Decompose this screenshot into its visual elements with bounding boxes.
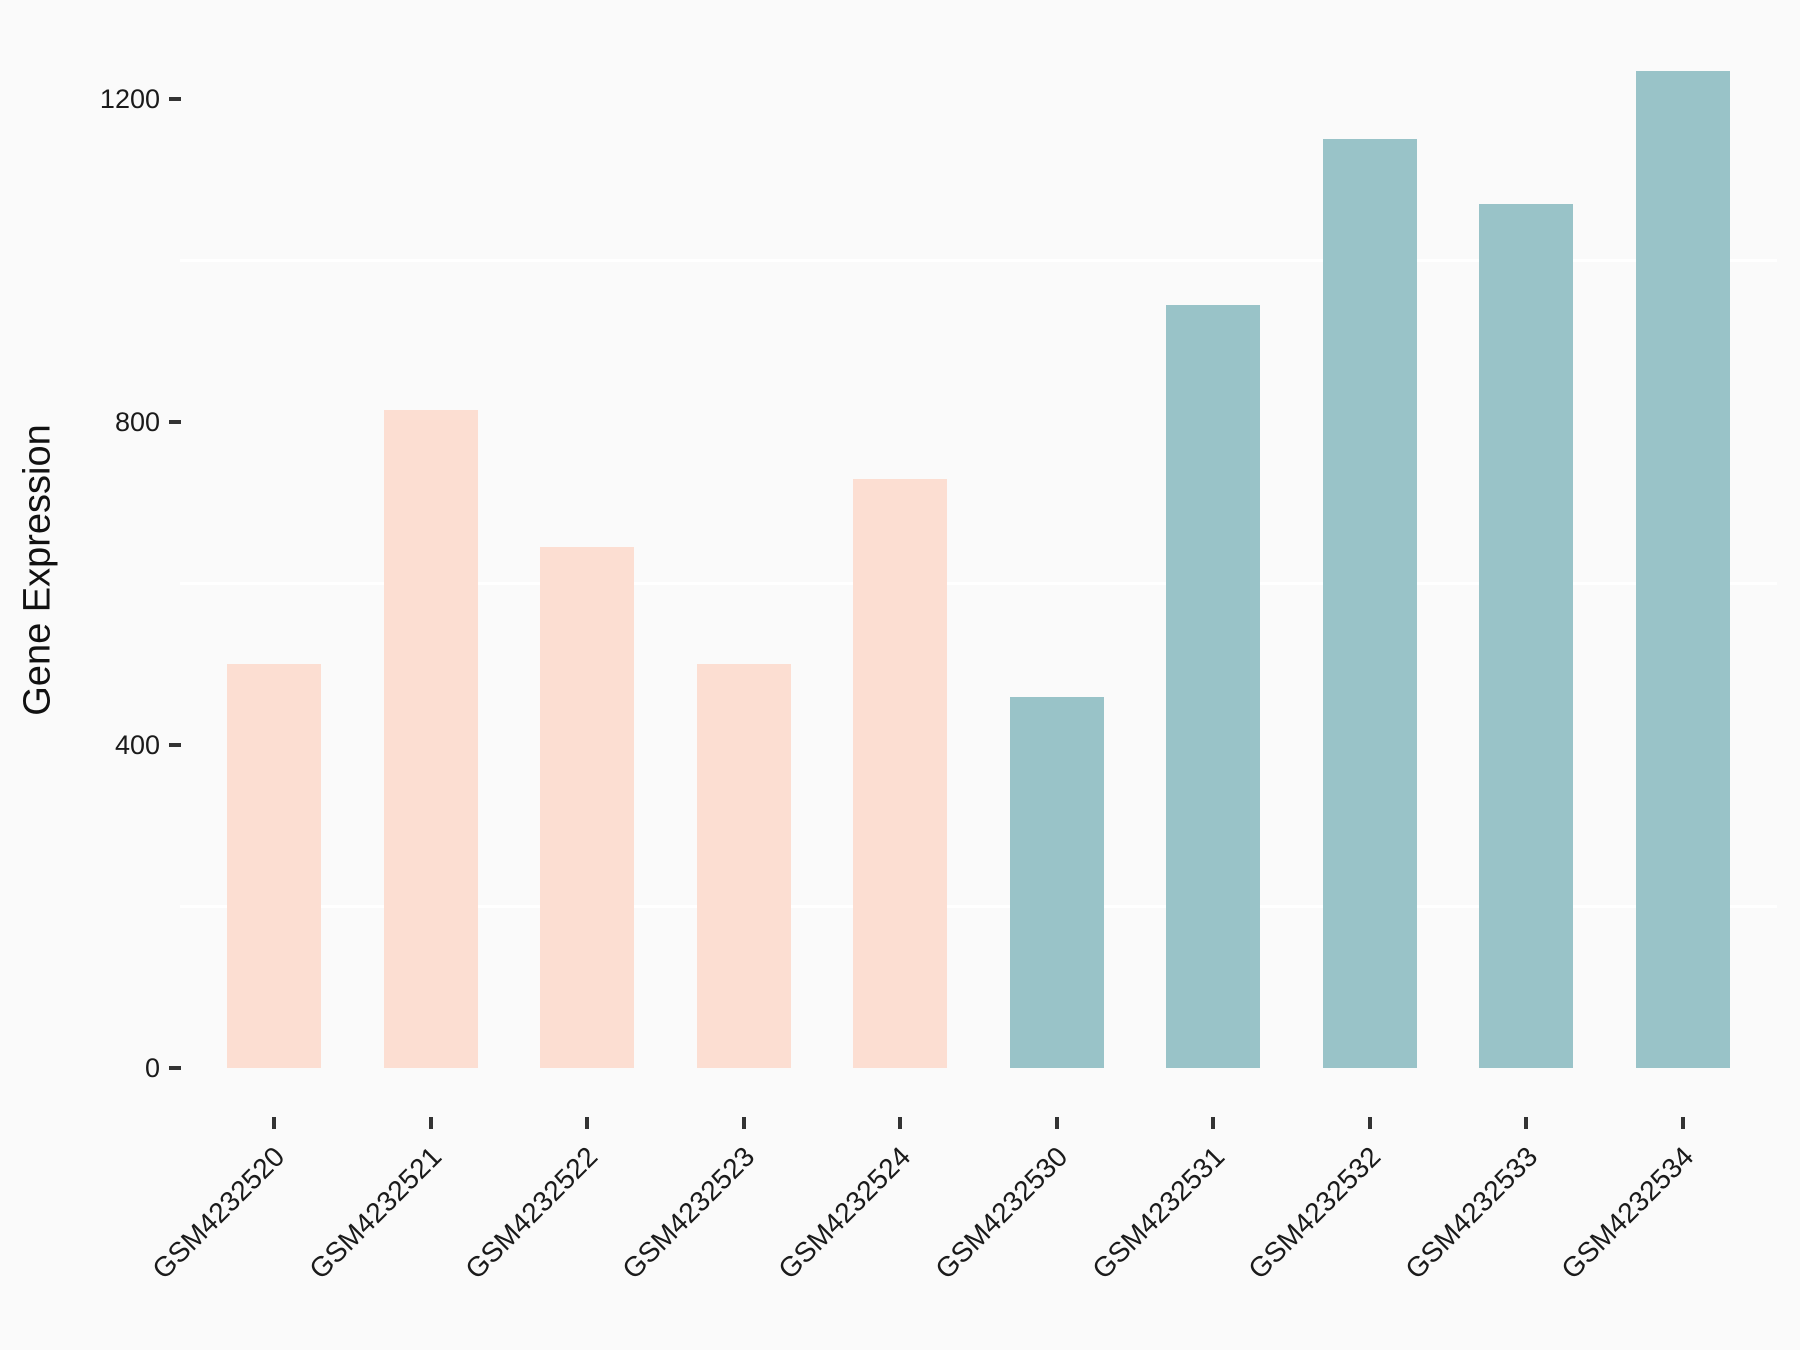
x-tick-mark-GSM4232522 [585,1117,590,1129]
x-tick-label-GSM4232520: GSM4232520 [146,1140,291,1285]
bar-GSM4232531 [1166,304,1261,1068]
x-tick-label-GSM4232522: GSM4232522 [459,1140,604,1285]
bar-GSM4232523 [696,664,791,1068]
x-tick-mark-GSM4232532 [1367,1117,1372,1129]
x-tick-mark-GSM4232533 [1524,1117,1529,1129]
x-tick-mark-GSM4232521 [428,1117,433,1129]
x-tick-mark-GSM4232531 [1211,1117,1216,1129]
y-tick-mark-1200 [169,97,181,101]
bar-GSM4232524 [853,478,948,1068]
x-tick-mark-GSM4232530 [1054,1117,1059,1129]
bar-GSM4232533 [1479,203,1574,1068]
y-tick-mark-800 [169,420,181,424]
x-tick-mark-GSM4232523 [741,1117,746,1129]
bar-GSM4232532 [1322,139,1417,1068]
x-tick-label-GSM4232531: GSM4232531 [1085,1140,1230,1285]
x-tick-mark-GSM4232534 [1681,1117,1686,1129]
gridline-1000 [180,259,1777,262]
x-tick-label-GSM4232533: GSM4232533 [1398,1140,1544,1285]
x-tick-label-GSM4232521: GSM4232521 [303,1140,448,1285]
bar-GSM4232530 [1009,696,1104,1068]
bar-GSM4232520 [227,664,321,1068]
bar-GSM4232534 [1636,70,1731,1068]
gridline-200 [180,905,1777,908]
y-tick-mark-0 [169,1066,181,1070]
x-tick-label-GSM4232530: GSM4232530 [929,1140,1074,1285]
y-tick-label-800: 800 [114,407,160,437]
x-tick-label-GSM4232523: GSM4232523 [616,1140,761,1285]
x-tick-label-GSM4232532: GSM4232532 [1242,1140,1387,1285]
x-tick-mark-GSM4232520 [272,1117,276,1129]
x-tick-mark-GSM4232524 [898,1117,903,1129]
y-axis-title: Gene Expression [16,424,59,716]
bar-GSM4232522 [540,547,635,1068]
y-tick-label-0: 0 [144,1053,160,1083]
bar-GSM4232521 [383,409,478,1068]
x-tick-label-GSM4232524: GSM4232524 [772,1140,917,1285]
x-tick-label-GSM4232534: GSM4232534 [1555,1140,1700,1285]
y-tick-label-400: 400 [114,730,160,760]
y-tick-label-1200: 1200 [99,84,160,114]
gridline-600 [180,582,1777,585]
y-tick-mark-400 [169,743,181,747]
